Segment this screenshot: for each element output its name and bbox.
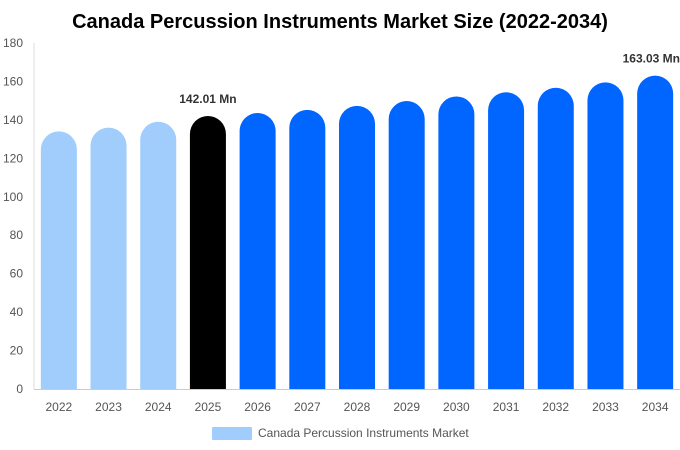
x-tick-label: 2025: [195, 400, 222, 414]
bar-2031[interactable]: [488, 92, 525, 390]
y-tick-label: 140: [3, 113, 23, 127]
legend-label: Canada Percussion Instruments Market: [258, 426, 469, 440]
bars: [40, 75, 674, 390]
y-axis: 0 20 40 60 80 100 120 140 160 180: [3, 36, 35, 396]
x-tick-label: 2023: [95, 400, 122, 414]
x-tick-label: 2029: [393, 400, 420, 414]
bar-2022[interactable]: [40, 131, 77, 389]
y-tick-label: 0: [16, 382, 23, 396]
bar-2028[interactable]: [339, 105, 375, 389]
y-tick-label: 20: [10, 344, 24, 358]
x-tick-label: 2030: [443, 400, 470, 414]
x-tick-label: 2033: [592, 400, 619, 414]
x-tick-label: 2032: [542, 400, 569, 414]
legend[interactable]: Canada Percussion Instruments Market: [212, 426, 469, 440]
data-label-2025: 142.01 Mn: [179, 92, 236, 106]
bar-2032[interactable]: [537, 87, 574, 389]
x-tick-label: 2034: [642, 400, 669, 414]
x-tick-label: 2028: [344, 400, 371, 414]
bar-2026[interactable]: [239, 112, 276, 390]
y-tick-label: 80: [10, 228, 24, 242]
x-axis: 2022 2023 2024 2025 2026 2027 2028 2029 2030 2031…: [34, 389, 680, 414]
y-tick-label: 180: [3, 36, 23, 50]
y-tick-label: 120: [3, 151, 23, 165]
bar-2025[interactable]: [189, 116, 226, 390]
bar-2033[interactable]: [587, 82, 624, 390]
bar-2029[interactable]: [388, 101, 425, 389]
y-tick-label: 60: [10, 267, 24, 281]
data-labels: 142.01 Mn 163.03 Mn: [179, 52, 680, 106]
bar-2023[interactable]: [90, 127, 127, 390]
x-tick-label: 2026: [244, 400, 271, 414]
legend-swatch: [212, 427, 252, 440]
y-tick-label: 100: [3, 190, 23, 204]
x-tick-label: 2027: [294, 400, 321, 414]
data-label-2034: 163.03 Mn: [623, 52, 680, 66]
y-tick-label: 160: [3, 74, 23, 88]
x-tick-label: 2024: [145, 400, 172, 414]
bar-2034[interactable]: [637, 75, 674, 389]
x-tick-label: 2031: [493, 400, 520, 414]
chart-title: Canada Percussion Instruments Market Siz…: [72, 11, 608, 33]
bar-2024[interactable]: [140, 121, 177, 390]
y-tick-label: 40: [10, 305, 24, 319]
bar-2027[interactable]: [289, 109, 326, 389]
bar-2030[interactable]: [438, 96, 475, 389]
x-tick-label: 2022: [45, 400, 72, 414]
